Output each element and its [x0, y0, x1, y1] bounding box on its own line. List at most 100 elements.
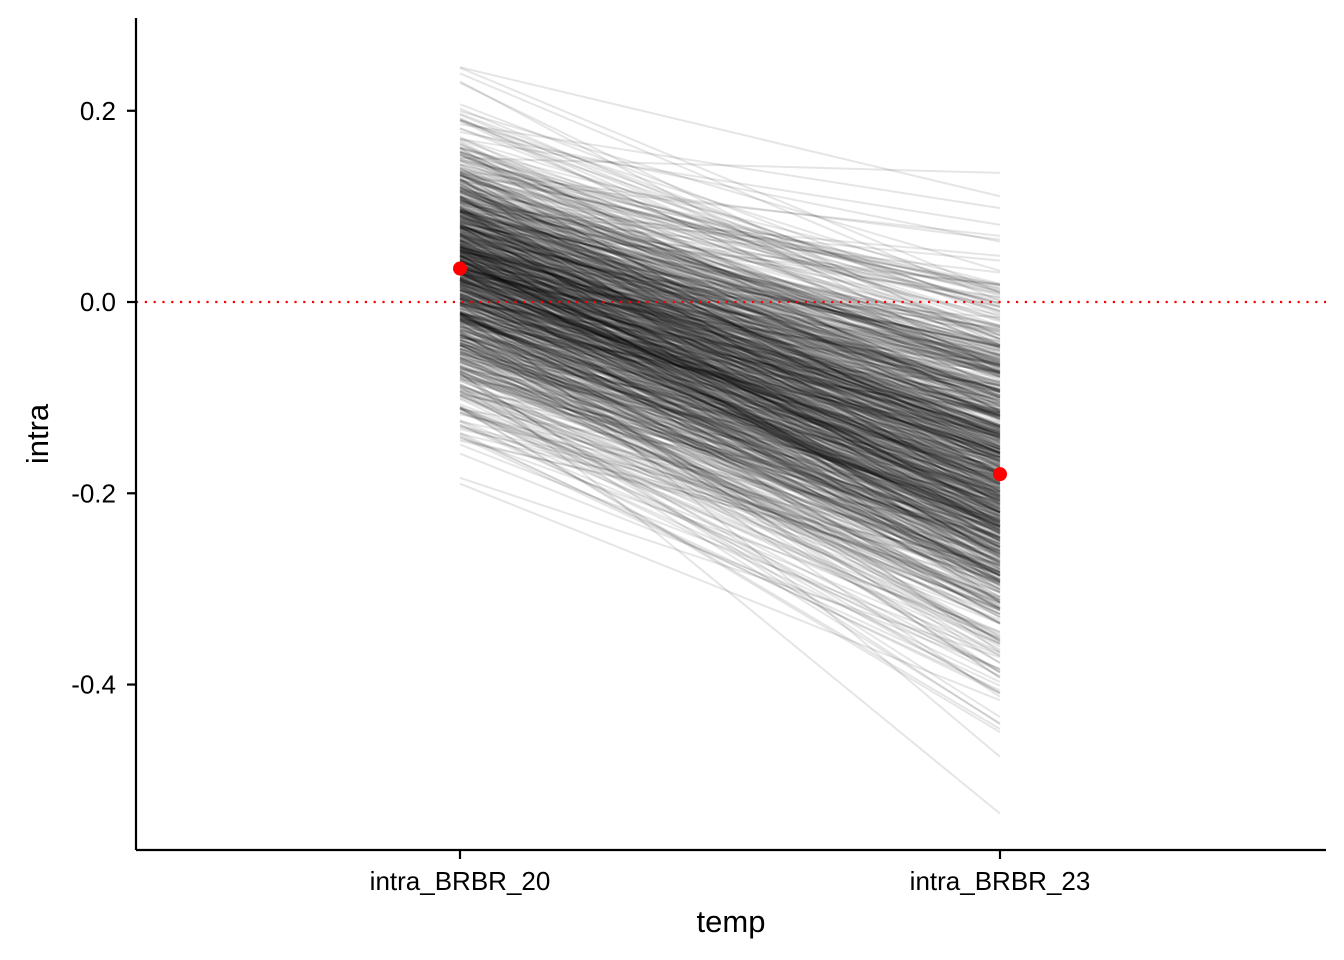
draw-line: [459, 273, 1001, 352]
draw-line: [459, 245, 1001, 409]
draw-line: [459, 336, 1001, 386]
draw-line: [459, 311, 1001, 643]
draw-line: [459, 260, 1001, 570]
draw-line: [459, 215, 1001, 367]
draw-line: [459, 326, 1001, 610]
draw-line: [459, 233, 1001, 373]
draw-line: [459, 254, 1001, 436]
draw-line: [459, 262, 1001, 453]
draw-line: [459, 313, 1001, 598]
draw-line: [459, 216, 1001, 479]
draw-line: [459, 235, 1001, 512]
draw-line: [459, 267, 1001, 427]
draw-line: [459, 280, 1001, 417]
draw-line: [459, 271, 1001, 467]
draw-line: [459, 304, 1001, 518]
draw-line: [459, 253, 1001, 484]
draw-line: [459, 151, 1001, 432]
draw-line: [459, 181, 1001, 377]
draw-line: [459, 263, 1001, 457]
draw-line: [459, 291, 1001, 536]
draw-line: [459, 192, 1001, 375]
draw-line: [459, 210, 1001, 515]
draw-line: [459, 292, 1001, 451]
draw-line: [459, 367, 1001, 477]
draw-line: [459, 200, 1001, 363]
draw-line: [459, 196, 1001, 526]
draw-line: [459, 270, 1001, 559]
draw-line: [459, 239, 1001, 479]
draw-line: [459, 431, 1001, 694]
draw-line: [459, 408, 1001, 502]
draw-line: [459, 268, 1001, 475]
draw-line: [459, 169, 1001, 368]
draw-line: [459, 273, 1001, 459]
draw-line: [459, 301, 1001, 428]
draw-line: [459, 390, 1001, 694]
draw-line: [459, 302, 1001, 373]
draw-line: [459, 374, 1001, 594]
draw-line: [459, 420, 1001, 683]
draw-line: [459, 150, 1001, 374]
draw-line: [459, 210, 1001, 356]
draw-line: [459, 156, 1001, 323]
draw-line: [459, 72, 1001, 303]
draw-line: [459, 256, 1001, 508]
draw-line: [459, 301, 1001, 758]
draw-line: [459, 66, 1001, 198]
draw-line: [459, 318, 1001, 607]
draw-line: [459, 240, 1001, 448]
draw-line: [459, 299, 1001, 527]
draw-line: [459, 334, 1001, 523]
draw-line: [459, 205, 1001, 417]
draw-line: [459, 217, 1001, 430]
draw-line: [459, 284, 1001, 428]
draw-line: [459, 313, 1001, 558]
draw-line: [459, 191, 1001, 377]
draw-line: [459, 443, 1001, 657]
draw-line: [459, 278, 1001, 484]
draw-line: [459, 394, 1001, 645]
draw-line: [459, 297, 1001, 577]
draw-line: [459, 231, 1001, 378]
draw-line: [459, 209, 1001, 392]
draw-line: [459, 199, 1001, 299]
draw-line: [459, 287, 1001, 526]
draw-line: [459, 313, 1001, 399]
draw-line: [459, 370, 1001, 577]
draw-line: [459, 137, 1001, 307]
draw-line: [459, 269, 1001, 394]
draw-line: [459, 338, 1001, 550]
draw-line: [459, 317, 1001, 438]
draw-line: [459, 225, 1001, 349]
draw-line: [459, 432, 1001, 567]
draw-line: [459, 226, 1001, 503]
draw-line: [459, 311, 1001, 582]
draw-line: [459, 257, 1001, 435]
draw-line: [459, 376, 1001, 695]
draw-line: [459, 210, 1001, 356]
draw-line: [459, 341, 1001, 553]
draw-line: [459, 308, 1001, 619]
draw-line: [459, 259, 1001, 507]
draw-line: [459, 268, 1001, 405]
draw-line: [459, 370, 1001, 602]
draw-line: [459, 279, 1001, 535]
draw-line: [459, 189, 1001, 413]
draw-line: [459, 202, 1001, 444]
draw-line: [459, 208, 1001, 421]
draw-line: [459, 255, 1001, 556]
x-axis-title: temp: [697, 904, 766, 939]
draw-line: [459, 322, 1001, 549]
draw-line: [459, 330, 1001, 609]
draw-line: [459, 223, 1001, 461]
draw-line: [459, 249, 1001, 503]
draw-line: [459, 318, 1001, 504]
draw-line: [459, 267, 1001, 462]
draw-line: [459, 277, 1001, 493]
draw-line: [459, 356, 1001, 590]
draw-line: [459, 360, 1001, 624]
draw-line: [459, 259, 1001, 384]
draw-line: [459, 285, 1001, 543]
draw-line: [459, 154, 1001, 376]
